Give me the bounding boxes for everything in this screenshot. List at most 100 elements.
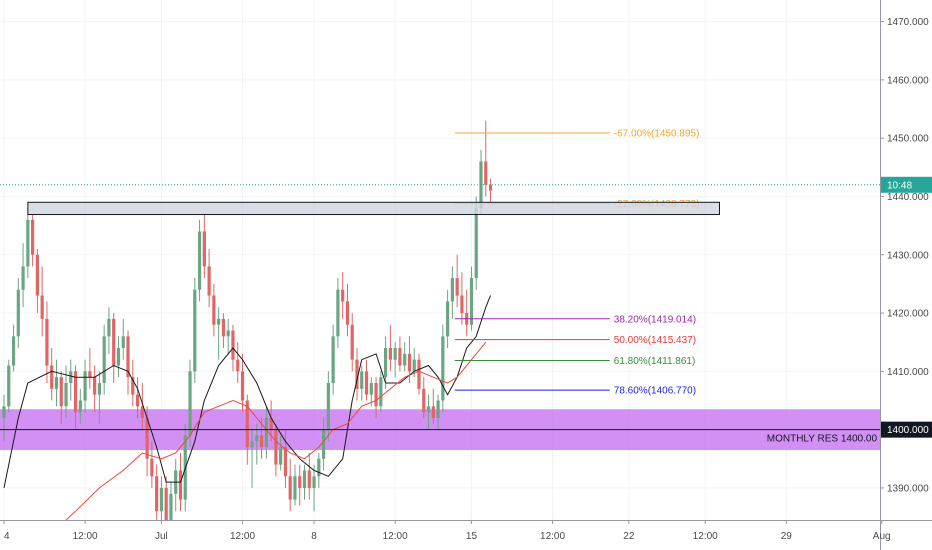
candle-down[interactable]	[484, 161, 488, 185]
candle-down[interactable]	[45, 318, 49, 366]
candle-up[interactable]	[102, 336, 106, 384]
candle-down[interactable]	[455, 278, 459, 296]
candle-down[interactable]	[178, 470, 183, 500]
candle-down[interactable]	[355, 359, 359, 389]
candle-up[interactable]	[197, 231, 202, 290]
fibonacci-levels[interactable]: -67.00%(1450.895)-27.00%(1438.773)38.20%…	[454, 128, 700, 397]
candle-up[interactable]	[26, 219, 30, 267]
candle-down[interactable]	[221, 318, 226, 337]
candle-down[interactable]	[274, 429, 278, 465]
candle-up[interactable]	[369, 383, 373, 395]
candle-up[interactable]	[326, 383, 330, 430]
candle-up[interactable]	[450, 278, 454, 302]
candle-down[interactable]	[460, 295, 464, 314]
candle-down[interactable]	[345, 301, 350, 325]
candle-down[interactable]	[269, 417, 273, 430]
candle-down[interactable]	[140, 406, 144, 418]
candle-up[interactable]	[360, 371, 364, 389]
candle-down[interactable]	[407, 353, 412, 372]
candle-up[interactable]	[217, 318, 221, 325]
candle-up[interactable]	[302, 470, 307, 488]
candle-down[interactable]	[202, 231, 206, 267]
candle-down[interactable]	[298, 476, 302, 488]
candle-up[interactable]	[255, 435, 259, 442]
candle-up[interactable]	[2, 406, 6, 418]
candle-up[interactable]	[446, 301, 450, 337]
candle-down[interactable]	[231, 330, 235, 360]
candle-down[interactable]	[398, 348, 402, 366]
candle-up[interactable]	[226, 330, 230, 337]
candle-down[interactable]	[307, 470, 311, 488]
candle-up[interactable]	[384, 348, 388, 378]
candle-up[interactable]	[193, 289, 197, 372]
candle-up[interactable]	[317, 458, 321, 477]
candle-up[interactable]	[379, 377, 383, 407]
candle-up[interactable]	[69, 371, 73, 384]
candle-down[interactable]	[417, 359, 421, 389]
candle-up[interactable]	[336, 289, 340, 337]
candle-down[interactable]	[488, 184, 493, 191]
candle-up[interactable]	[64, 383, 68, 407]
candle-down[interactable]	[350, 324, 354, 360]
candle-down[interactable]	[283, 447, 288, 477]
candle-down[interactable]	[31, 219, 35, 255]
candle-down[interactable]	[422, 388, 426, 413]
candle-down[interactable]	[374, 383, 378, 407]
candle-up[interactable]	[116, 348, 121, 366]
candle-up[interactable]	[97, 383, 101, 395]
candle-down[interactable]	[135, 394, 140, 407]
candle-up[interactable]	[393, 348, 397, 360]
candle-up[interactable]	[107, 318, 111, 337]
candle-down[interactable]	[59, 377, 63, 407]
candle-up[interactable]	[121, 336, 125, 349]
candle-down[interactable]	[164, 487, 168, 529]
candle-down[interactable]	[126, 336, 130, 378]
candle-up[interactable]	[21, 266, 25, 290]
candle-up[interactable]	[331, 336, 335, 384]
candle-down[interactable]	[288, 476, 292, 500]
candle-up[interactable]	[16, 289, 20, 337]
candle-up[interactable]	[441, 336, 445, 401]
candle-down[interactable]	[73, 371, 78, 413]
candle-down[interactable]	[35, 254, 39, 296]
candle-down[interactable]	[431, 406, 435, 418]
candle-down[interactable]	[40, 295, 44, 319]
candle-down[interactable]	[240, 371, 245, 401]
candle-down[interactable]	[155, 476, 159, 512]
candle-up[interactable]	[279, 447, 283, 465]
candle-up[interactable]	[436, 400, 440, 418]
candle-up[interactable]	[469, 278, 474, 325]
candle-up[interactable]	[54, 377, 59, 389]
candle-down[interactable]	[112, 318, 116, 366]
candle-down[interactable]	[364, 371, 369, 395]
candles[interactable]	[2, 120, 493, 541]
candle-up[interactable]	[293, 476, 297, 500]
candle-up[interactable]	[426, 406, 431, 413]
candle-up[interactable]	[11, 336, 16, 366]
candle-down[interactable]	[131, 377, 135, 395]
candle-down[interactable]	[207, 266, 211, 296]
candle-up[interactable]	[78, 400, 82, 413]
candle-up[interactable]	[83, 371, 87, 401]
candle-down[interactable]	[388, 348, 392, 360]
candle-up[interactable]	[264, 417, 268, 448]
candle-down[interactable]	[245, 400, 249, 448]
candle-down[interactable]	[236, 359, 240, 372]
candle-down[interactable]	[341, 289, 345, 302]
candle-down[interactable]	[50, 365, 54, 389]
candle-up[interactable]	[412, 359, 416, 372]
candle-down[interactable]	[145, 417, 149, 459]
candle-down[interactable]	[93, 377, 97, 395]
candle-up[interactable]	[169, 493, 173, 529]
candle-down[interactable]	[150, 458, 154, 477]
candle-up[interactable]	[159, 487, 164, 512]
candle-up[interactable]	[7, 365, 11, 407]
candle-up[interactable]	[474, 208, 478, 279]
candle-up[interactable]	[312, 476, 316, 488]
candle-up[interactable]	[403, 353, 407, 366]
candle-down[interactable]	[212, 295, 216, 325]
candle-down[interactable]	[88, 371, 92, 378]
candle-up[interactable]	[321, 429, 326, 459]
candle-up[interactable]	[250, 441, 254, 448]
